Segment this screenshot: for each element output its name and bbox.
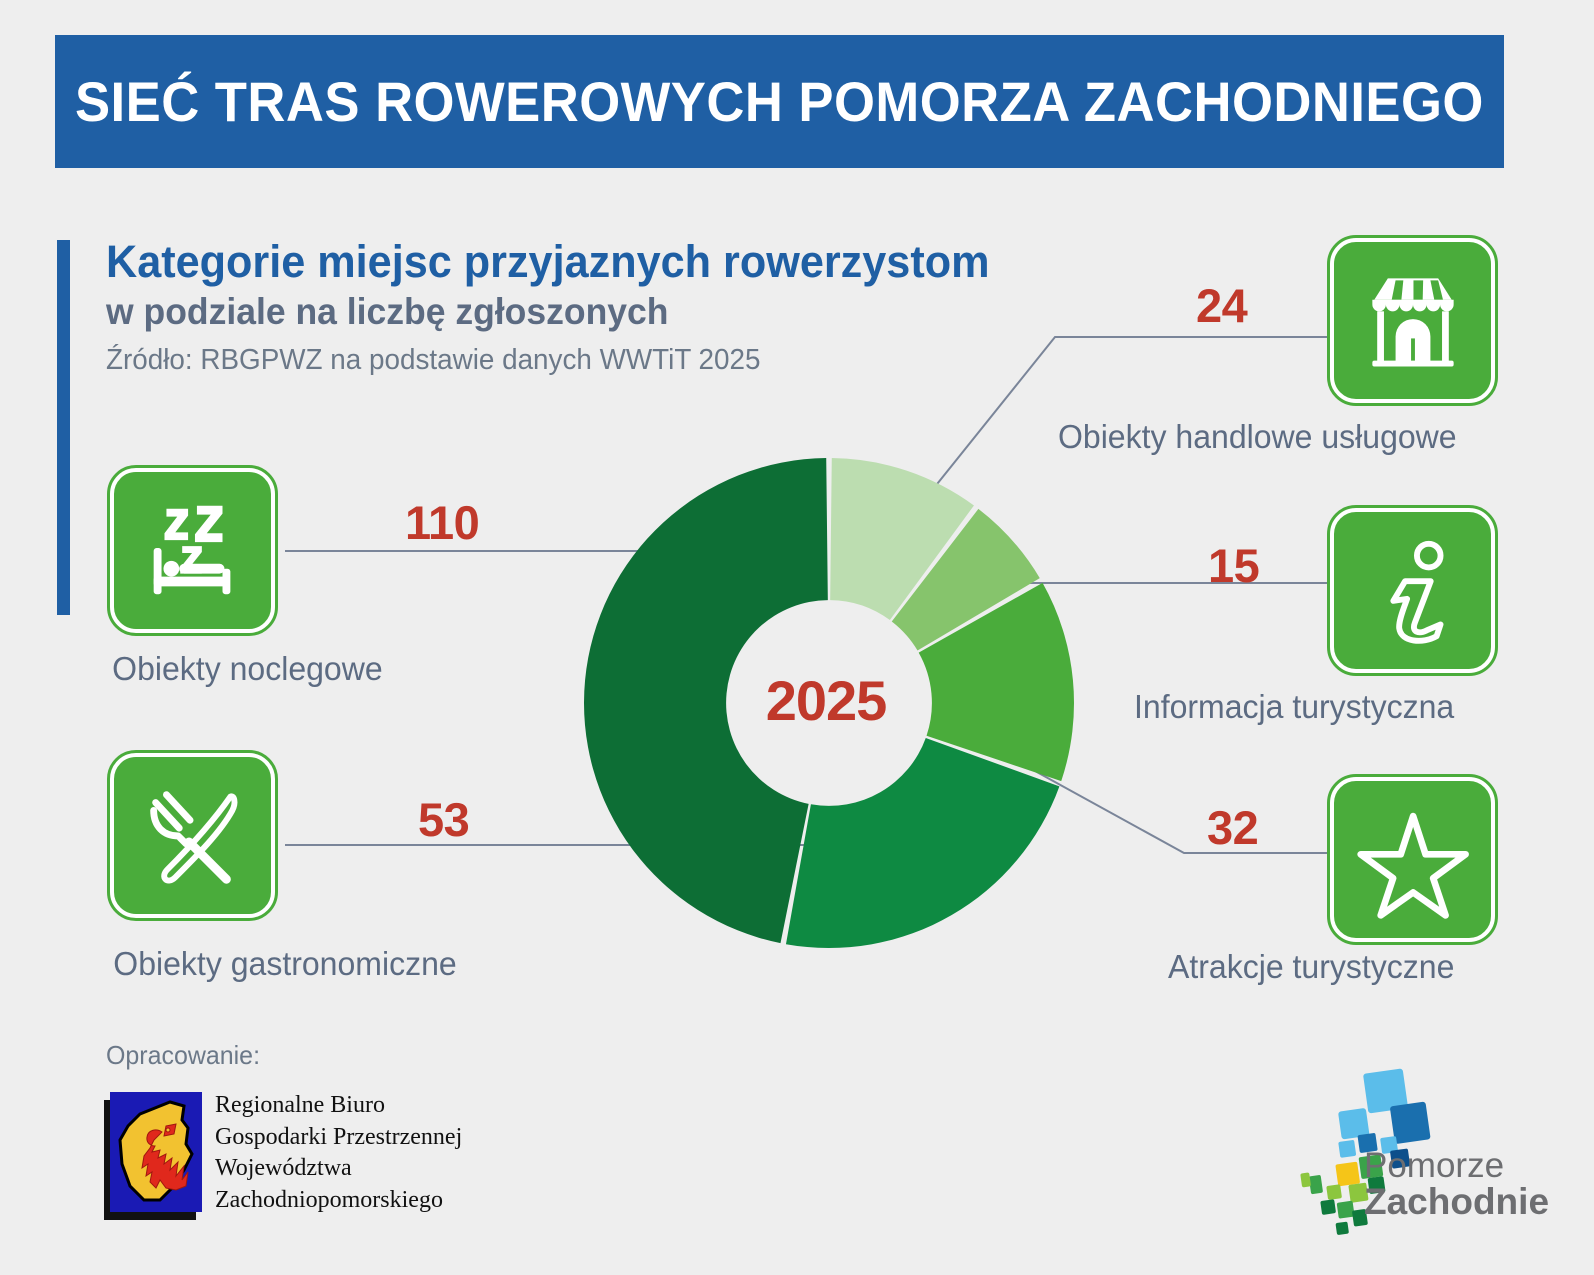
cat-value-noclegowe: 110 — [405, 496, 480, 549]
subtitle-sub: w podziale na liczbę zgłoszonych — [106, 290, 669, 332]
pomorze-zachodnie-mark — [1300, 1068, 1431, 1235]
cat-value-informacja: 15 — [1208, 539, 1260, 592]
subtitle-main: Kategorie miejsc przyjaznych rowerzystom — [106, 236, 990, 287]
cat-value-gastro: 53 — [418, 793, 470, 846]
bed-zzz-glyph — [153, 505, 230, 594]
donut-chart: 2025 — [559, 448, 1099, 958]
rbgpwz-logo-text: Regionalne Biuro Gospodarki Przestrzenne… — [215, 1090, 462, 1217]
donut-chart-svg — [583, 458, 1074, 948]
cat-label-noclegowe: Obiekty noclegowe — [112, 650, 383, 687]
cat-label-atrakcje: Atrakcje turystyczne — [1168, 948, 1455, 985]
donut-slice — [918, 582, 1074, 782]
storefront-icon — [1327, 235, 1498, 406]
rbgpwz-line-2: Gospodarki Przestrzennej — [215, 1123, 463, 1150]
cat-value-atrakcje: 32 — [1207, 801, 1259, 854]
subtitle-source: Źródło: RBGPWZ na podstawie danych WWTiT… — [106, 343, 761, 376]
bed-zzz-icon — [107, 465, 278, 636]
rbgpwz-line-4: Zachodniopomorskiego — [215, 1187, 443, 1214]
donut-slice — [583, 458, 828, 944]
subtitle-block: Kategorie miejsc przyjaznych rowerzystom… — [106, 238, 1066, 377]
cat-label-handlowe: Obiekty handlowe usługowe — [1058, 418, 1457, 455]
storefront-glyph — [1371, 277, 1454, 366]
pz-word-pomorze: Pomorze — [1364, 1146, 1505, 1185]
header-bar: SIEĆ TRAS ROWEROWYCH POMORZA ZACHODNIEGO — [55, 35, 1504, 168]
rbgpwz-line-1: Regionalne Biuro — [215, 1092, 385, 1118]
cat-value-handlowe: 24 — [1196, 279, 1248, 332]
page-title: SIEĆ TRAS ROWEROWYCH POMORZA ZACHODNIEGO — [75, 70, 1484, 133]
info-i-icon — [1327, 505, 1498, 676]
subtitle-accent-bar — [57, 240, 70, 615]
donut-slice — [891, 508, 1040, 651]
cat-label-informacja: Informacja turystyczna — [1134, 688, 1455, 725]
donut-slice — [785, 737, 1060, 948]
rbgpwz-logo-emblem — [118, 1100, 194, 1202]
donut-slice — [830, 458, 974, 621]
fork-knife-glyph — [149, 790, 237, 884]
rbgpwz-logo — [104, 1092, 204, 1220]
footer-note: Opracowanie: — [106, 1040, 261, 1070]
info-i-glyph — [1389, 540, 1443, 644]
star-outline-glyph — [1356, 812, 1469, 919]
cat-label-gastro: Obiekty gastronomiczne — [113, 945, 457, 982]
fork-knife-icon — [107, 750, 278, 921]
rbgpwz-line-3: Województwa — [215, 1155, 352, 1182]
pomorze-zachodnie-logo — [1278, 1068, 1506, 1238]
pomorze-zachodnie-wordmark: Pomorze Zachodnie — [1364, 1148, 1549, 1220]
pz-word-zachodnie: Zachodnie — [1364, 1181, 1550, 1222]
star-outline-icon — [1327, 774, 1498, 945]
